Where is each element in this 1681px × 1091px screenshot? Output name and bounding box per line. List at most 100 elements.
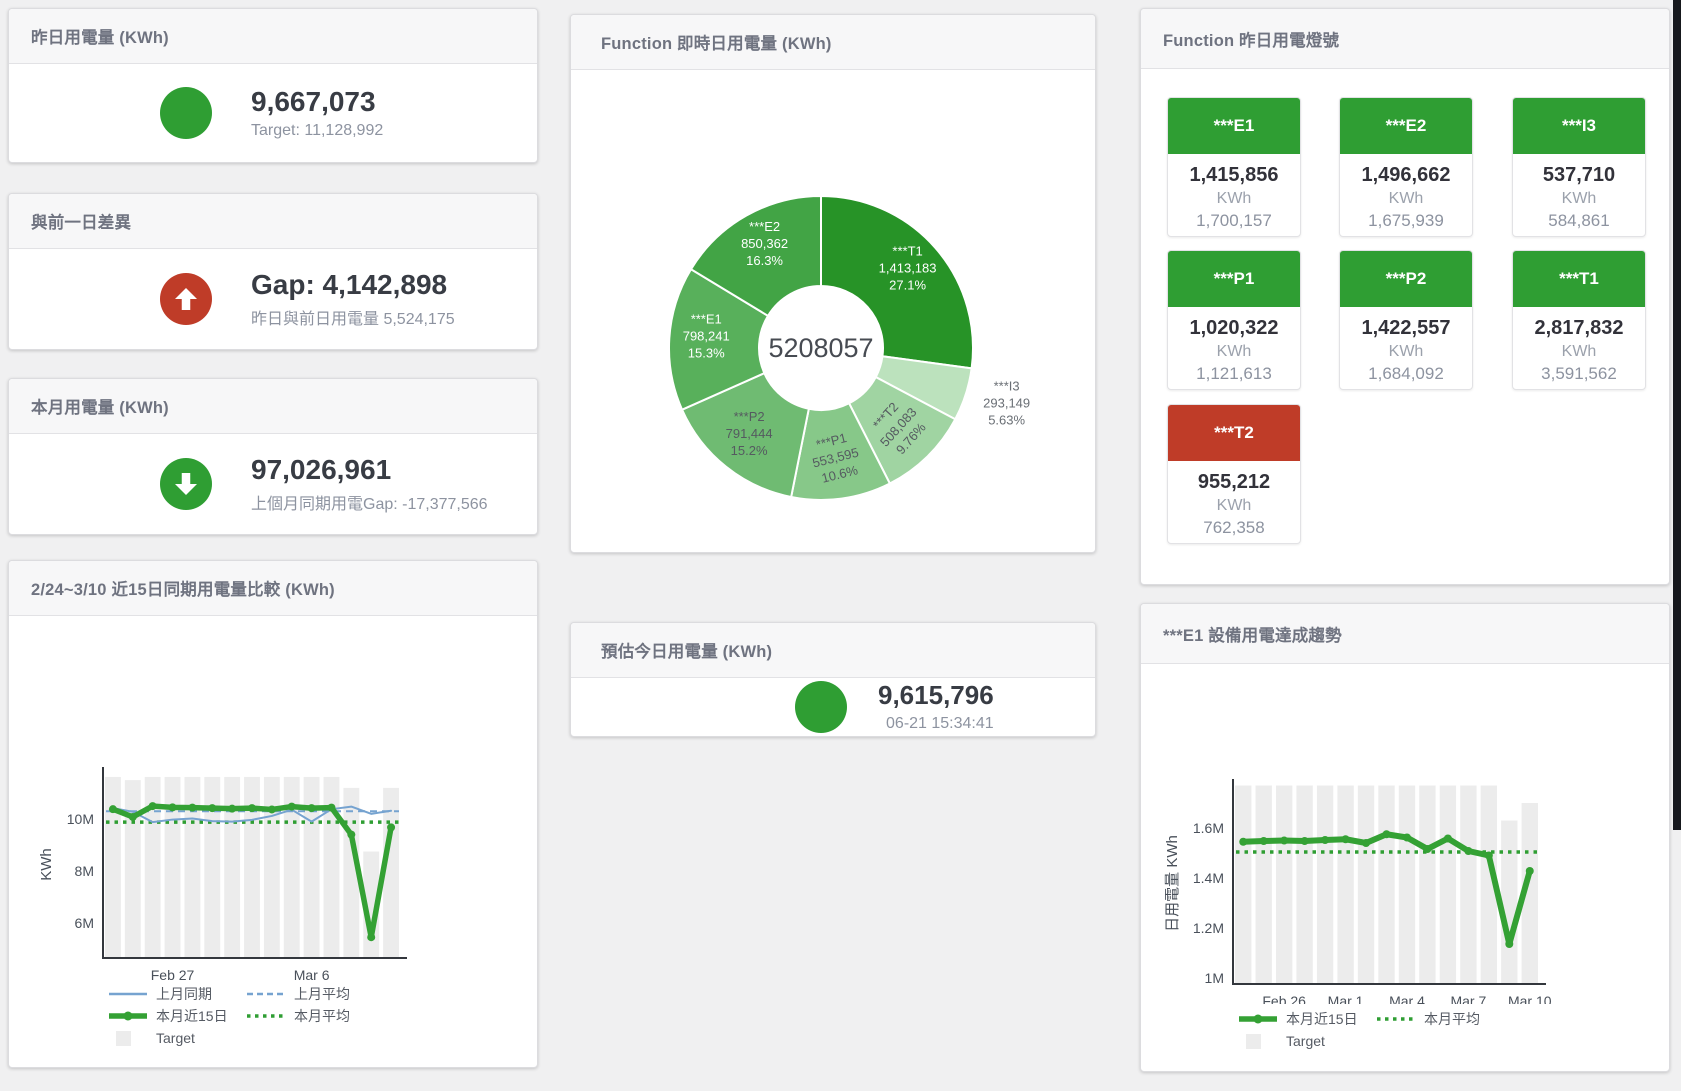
legend-item-Target[interactable]: Target xyxy=(108,1030,246,1046)
stat-subtitle: Target: 11,128,992 xyxy=(251,122,384,140)
svg-text:5208057: 5208057 xyxy=(768,333,873,363)
legend-item-本月平均[interactable]: 本月平均 xyxy=(1377,1011,1480,1027)
card-15day-comparison: 2/24~3/10 近15日同期用電量比較 (KWh) 6M 8M 10M Feb 2… xyxy=(8,560,538,1068)
svg-text:Feb 27: Feb 27 xyxy=(151,967,195,983)
tile-value: 1,496,662 xyxy=(1361,164,1451,186)
tile-value: 1,020,322 xyxy=(1189,317,1279,339)
card-title: 昨日用電量 (KWh) xyxy=(31,29,169,47)
e1-trend-chart[interactable]: 1M 1.2M 1.4M 1.6M Feb 26 Mar 1 Mar 4 Mar 7 Mar 1… xyxy=(1141,604,1671,1004)
tile-value: 955,212 xyxy=(1197,471,1271,493)
stat-value: Gap: 4,142,898 xyxy=(251,268,448,300)
tile-unit: KWh xyxy=(1388,343,1424,360)
stat-value: 97,026,961 xyxy=(251,453,392,485)
status-tile-e1: ***E1 1,415,856 KWh 1,700,157 xyxy=(1167,97,1301,237)
svg-text:日用電量 KWh: 日用電量 KWh xyxy=(1164,835,1181,932)
stat-value: 9,615,796 xyxy=(878,680,994,711)
card-e1-trend: ***E1 設備用電達成趨勢 1M 1.2M 1.4M 1.6M Feb 26 Mar 1… xyxy=(1140,603,1670,1072)
card-yesterday-usage: 昨日用電量 (KWh) 9,667,073 Target: 11,128,992 xyxy=(8,8,538,163)
card-month-usage: 本月用電量 (KWh) 97,026,961 上個月同期用電Gap: -17,3… xyxy=(8,378,538,535)
card-realtime-donut: Function 即時日用電量 (KWh) ***T1 1,413,183 27.1… xyxy=(570,14,1096,553)
svg-text:Mar 7: Mar 7 xyxy=(1450,993,1486,1004)
legend-item-上月同期[interactable]: 上月同期 xyxy=(109,986,212,1002)
svg-text:1.2M: 1.2M xyxy=(1193,920,1224,936)
tile-target: 1,684,092 xyxy=(1368,363,1444,383)
status-tile-i3: ***I3 537,710 KWh 584,861 xyxy=(1512,97,1646,237)
tile-target: 1,121,613 xyxy=(1196,363,1272,383)
svg-text:Feb 26: Feb 26 xyxy=(1262,993,1306,1004)
card-status-lights: Function 昨日用電燈號 ***E1 1,415,856 KWh 1,70… xyxy=(1140,8,1670,585)
card-title: 本月用電量 (KWh) xyxy=(31,399,169,417)
status-circle-icon xyxy=(160,87,212,139)
svg-text:10M: 10M xyxy=(67,811,94,827)
tile-value: 2,817,832 xyxy=(1534,317,1624,339)
stat-value: 9,667,073 xyxy=(251,85,376,117)
status-tile-p2: ***P2 1,422,557 KWh 1,684,092 xyxy=(1339,250,1473,390)
legend-item-本月近15日[interactable]: 本月近15日 xyxy=(108,1006,246,1026)
status-tile-header: ***E2 xyxy=(1340,98,1472,154)
tile-target: 584,861 xyxy=(1548,210,1610,230)
svg-text:1.6M: 1.6M xyxy=(1193,820,1224,836)
compare-15day-chart[interactable]: 6M 8M 10M Feb 27 Mar 6 KWh xyxy=(9,561,539,1014)
card-title: 預估今日用電量 (KWh) xyxy=(601,643,773,661)
card-today-estimate: 預估今日用電量 (KWh) 9,615,796 06-21 15:34:41 xyxy=(570,622,1096,737)
svg-text:6M: 6M xyxy=(75,915,94,931)
legend-item-Target[interactable]: Target xyxy=(1238,1033,1376,1049)
card-title-bar: 昨日用電量 (KWh) xyxy=(9,9,537,64)
svg-text:KWh: KWh xyxy=(38,848,55,881)
legend-item-上月平均[interactable]: 上月平均 xyxy=(247,986,350,1002)
compare-chart-legend: 上月同期 上月平均 本月近15日 本月平均 Target xyxy=(108,983,384,1049)
status-tile-header: ***I3 xyxy=(1513,98,1645,154)
status-circle-icon xyxy=(795,681,847,733)
svg-text:Mar 6: Mar 6 xyxy=(294,967,330,983)
tile-target: 762,358 xyxy=(1203,517,1265,537)
stat-timestamp: 06-21 15:34:41 xyxy=(886,714,994,732)
card-title: 與前一日差異 xyxy=(31,214,132,232)
svg-text:Mar 1: Mar 1 xyxy=(1328,993,1364,1004)
card-title: ***E1 設備用電達成趨勢 xyxy=(1163,626,1342,645)
tile-value: 537,710 xyxy=(1542,164,1616,186)
status-tile-t2: ***T2 955,212 KWh 762,358 xyxy=(1167,404,1301,544)
realtime-usage-donut-chart[interactable]: ***T1 1,413,183 27.1%***I3 293,149 5.63%***T… xyxy=(571,70,1097,554)
arrow-up-icon xyxy=(160,273,212,325)
legend-item-本月平均[interactable]: 本月平均 xyxy=(247,1008,350,1024)
card-title: Function 即時日用電量 (KWh) xyxy=(601,35,832,53)
stat-subtitle: 上個月同期用電Gap: -17,377,566 xyxy=(251,496,488,514)
card-title: 2/24~3/10 近15日同期用電量比較 (KWh) xyxy=(31,581,335,599)
card-title-bar: Function 昨日用電燈號 xyxy=(1141,9,1669,69)
stat-subtitle: 昨日與前日用電量 5,524,175 xyxy=(251,311,455,329)
status-tile-p1: ***P1 1,020,322 KWh 1,121,613 xyxy=(1167,250,1301,390)
tile-unit: KWh xyxy=(1216,343,1252,360)
svg-text:1M: 1M xyxy=(1205,970,1224,986)
arrow-down-icon xyxy=(160,458,212,510)
status-tile-e2: ***E2 1,496,662 KWh 1,675,939 xyxy=(1339,97,1473,237)
tile-unit: KWh xyxy=(1216,190,1252,207)
tile-target: 3,591,562 xyxy=(1541,363,1617,383)
svg-text:8M: 8M xyxy=(75,863,94,879)
card-title-bar: 預估今日用電量 (KWh) xyxy=(571,623,1095,678)
dark-edge-strip xyxy=(1673,0,1681,830)
status-tile-header: ***P2 xyxy=(1340,251,1472,307)
tile-unit: KWh xyxy=(1216,497,1252,514)
card-title-bar: 2/24~3/10 近15日同期用電量比較 (KWh) xyxy=(9,561,537,616)
status-tile-t1: ***T1 2,817,832 KWh 3,591,562 xyxy=(1512,250,1646,390)
svg-text:1.4M: 1.4M xyxy=(1193,870,1224,886)
status-tile-header: ***P1 xyxy=(1168,251,1300,307)
legend-item-本月近15日[interactable]: 本月近15日 xyxy=(1238,1009,1376,1029)
card-day-gap: 與前一日差異 Gap: 4,142,898 昨日與前日用電量 5,524,175 xyxy=(8,193,538,350)
tile-target: 1,675,939 xyxy=(1368,210,1444,230)
card-title-bar: 本月用電量 (KWh) xyxy=(9,379,537,434)
tile-target: 1,700,157 xyxy=(1196,210,1272,230)
tile-unit: KWh xyxy=(1561,343,1597,360)
card-title-bar: ***E1 設備用電達成趨勢 xyxy=(1141,604,1669,664)
status-tile-header: ***E1 xyxy=(1168,98,1300,154)
tile-unit: KWh xyxy=(1388,190,1424,207)
tile-value: 1,415,856 xyxy=(1189,164,1279,186)
card-title-bar: 與前一日差異 xyxy=(9,194,537,249)
card-title-bar: Function 即時日用電量 (KWh) xyxy=(571,15,1095,70)
e1-trend-legend: 本月近15日 本月平均 Target xyxy=(1238,1008,1514,1052)
